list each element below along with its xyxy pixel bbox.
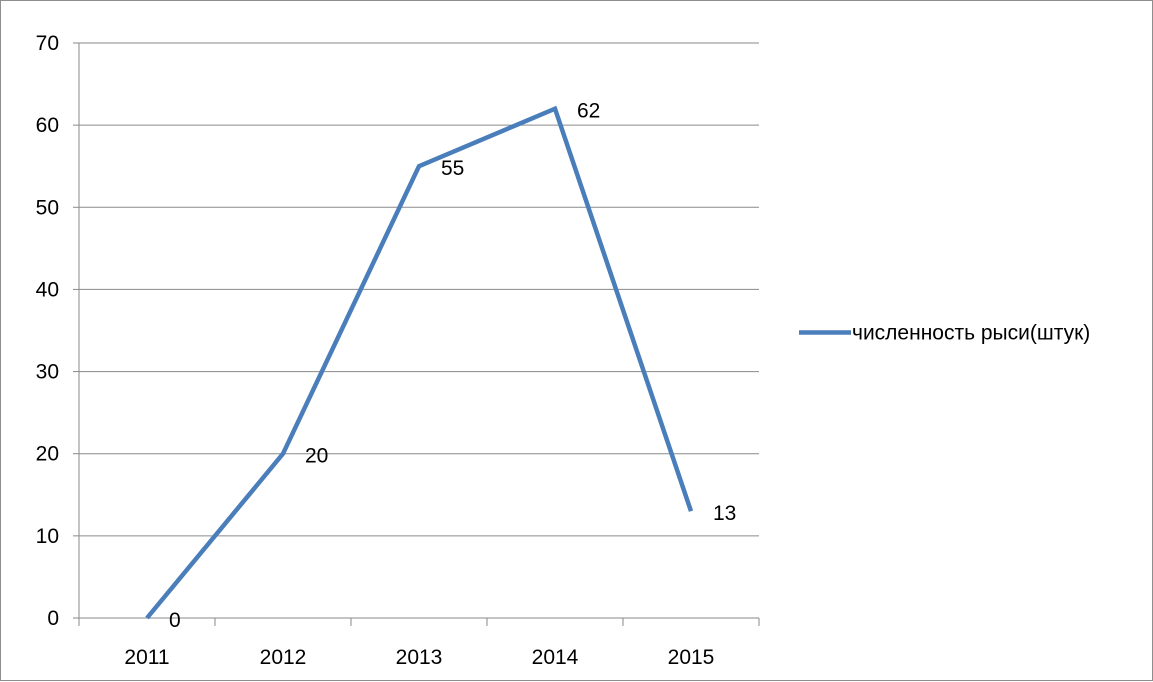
- data-label-2015: 13: [713, 502, 736, 525]
- y-tick-label-60: 60: [36, 114, 59, 137]
- y-tick-label-10: 10: [36, 525, 59, 548]
- y-tick-label-0: 0: [47, 607, 59, 630]
- legend-label: численность рыси(штук): [852, 322, 1090, 345]
- data-label-2014: 62: [577, 100, 600, 123]
- x-tick-label-2013: 2013: [396, 646, 443, 669]
- data-label-2011: 0: [169, 609, 181, 632]
- y-tick-label-40: 40: [36, 278, 59, 301]
- y-tick-label-50: 50: [36, 196, 59, 219]
- data-label-2012: 20: [305, 445, 328, 468]
- y-tick-label-20: 20: [36, 443, 59, 466]
- y-tick-label-70: 70: [36, 32, 59, 55]
- x-tick-label-2015: 2015: [668, 646, 715, 669]
- series-line-0: [145, 105, 694, 620]
- data-label-2013: 55: [441, 157, 464, 180]
- x-tick-label-2014: 2014: [532, 646, 579, 669]
- y-tick-label-30: 30: [36, 361, 59, 384]
- x-tick-label-2011: 2011: [124, 646, 169, 669]
- x-tick-label-2012: 2012: [260, 646, 307, 669]
